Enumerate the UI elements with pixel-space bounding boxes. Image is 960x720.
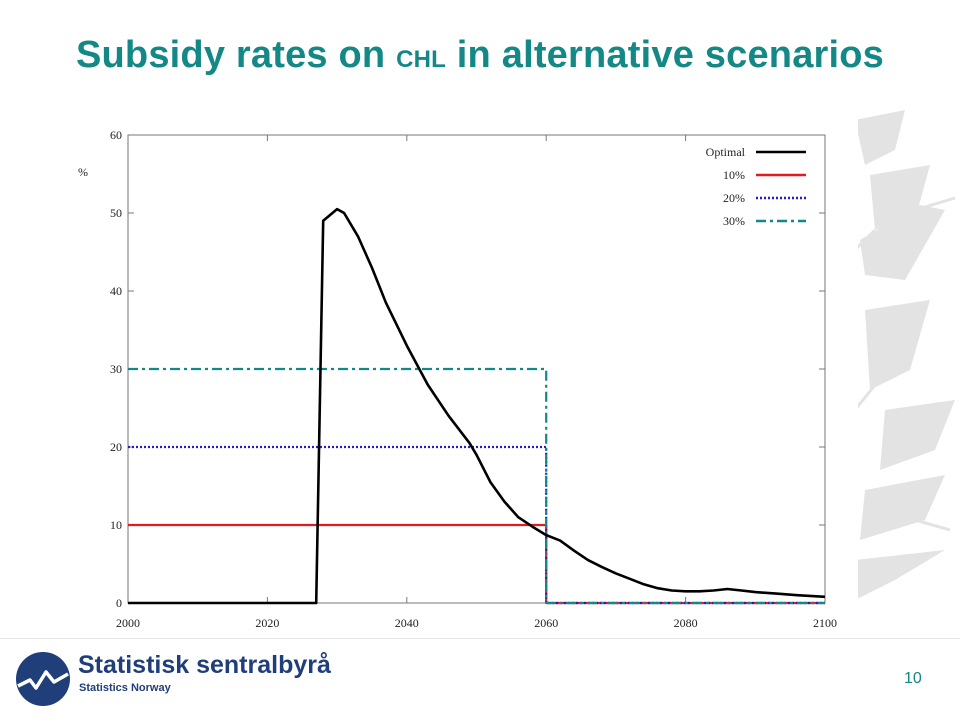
y-tick-label: 40 (110, 284, 122, 298)
series-line-30pct (128, 367, 825, 605)
decorative-brush-strokes (843, 110, 956, 600)
legend: Optimal 10% 20% 30% (706, 145, 806, 228)
ssb-logo-icon (16, 652, 70, 706)
series-line-optimal (128, 207, 826, 605)
chart-background (68, 112, 858, 638)
title-chl: CHL (396, 46, 447, 73)
series-layer (128, 207, 826, 605)
brand-subtitle: Statistics Norway (79, 682, 171, 694)
y-axis-label: % (78, 165, 88, 179)
x-tick-label: 2080 (674, 616, 698, 630)
legend-label: 20% (723, 191, 745, 205)
brand-name: Statistisk sentralbyrå (78, 651, 331, 679)
chart: % 0 10 20 30 40 50 60 2000 2020 2040 2060 2080 2100… (68, 112, 858, 643)
footer-divider (0, 638, 960, 639)
legend-label: Optimal (706, 145, 746, 159)
y-axis-ticks: 0 10 20 30 40 50 60 (110, 128, 825, 610)
title-part-1: Subsidy rates on (75, 34, 397, 76)
legend-label: 10% (723, 168, 745, 182)
y-tick-label: 30 (110, 362, 122, 376)
y-tick-label: 50 (110, 206, 122, 220)
x-tick-label: 2000 (116, 616, 140, 630)
title-part-2: in alternative scenarios (446, 34, 885, 76)
x-tick-label: 2040 (395, 616, 419, 630)
x-tick-label: 2060 (534, 616, 558, 630)
y-tick-label: 0 (116, 596, 122, 610)
y-tick-label: 60 (110, 128, 122, 142)
y-tick-label: 10 (110, 518, 122, 532)
legend-label: 30% (723, 214, 745, 228)
x-tick-label: 2020 (255, 616, 279, 630)
x-tick-label: 2100 (813, 616, 837, 630)
chart-svg: % 0 10 20 30 40 50 60 2000 2020 2040 2060 2080 2100… (68, 112, 858, 638)
slide-title: Subsidy rates on CHL in alternative scen… (0, 34, 960, 77)
x-axis-ticks: 2000 2020 2040 2060 2080 2100 (116, 135, 837, 630)
page-number: 10 (904, 670, 922, 687)
y-tick-label: 20 (110, 440, 122, 454)
